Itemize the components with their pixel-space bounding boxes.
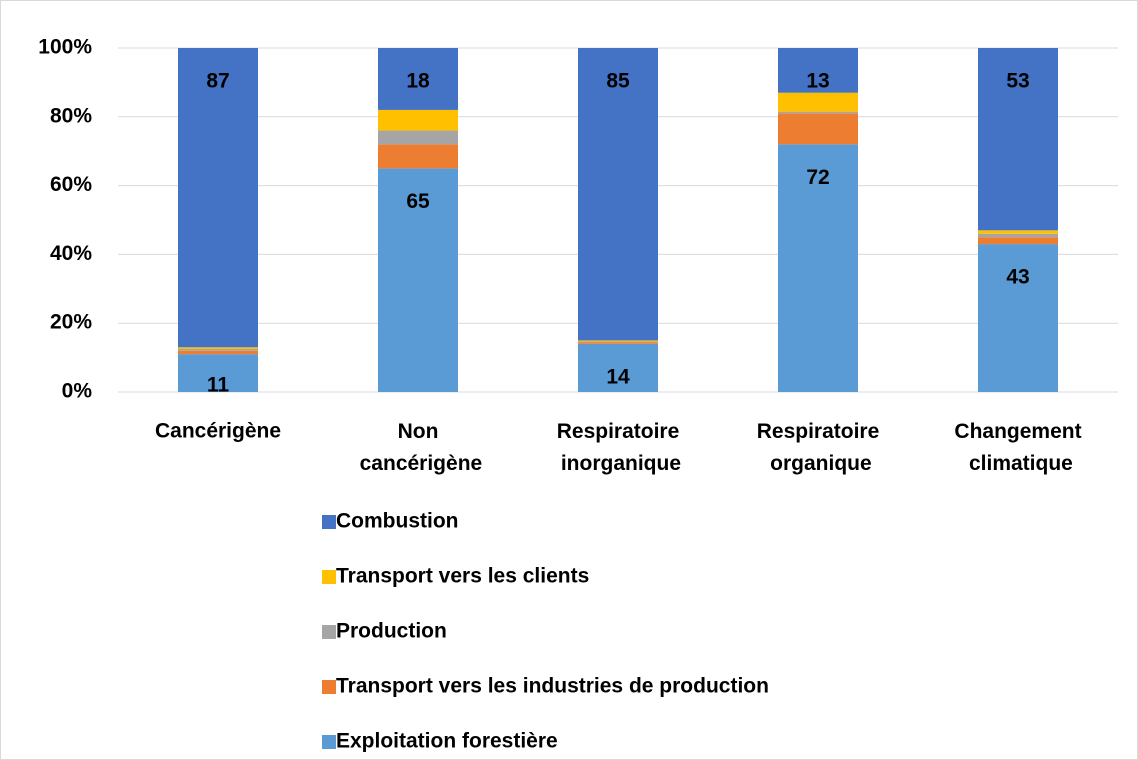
data-label: 53	[1006, 70, 1029, 93]
data-label: 72	[806, 166, 829, 189]
data-label: 43	[1006, 266, 1029, 289]
bar-segment	[178, 48, 258, 348]
x-tick-label-line: cancérigène	[354, 452, 482, 475]
bar-segment	[778, 111, 858, 114]
legend-swatch	[322, 735, 336, 749]
bar-segment	[178, 350, 258, 355]
bar-segment	[178, 347, 258, 349]
legend-label: Production	[336, 620, 447, 643]
y-tick-label: 100%	[38, 36, 92, 59]
bar-segment	[378, 130, 458, 145]
y-tick-label: 20%	[50, 311, 92, 334]
x-tick-label-line: organique	[764, 452, 871, 475]
bar-segment	[378, 144, 458, 169]
y-tick-label: 40%	[50, 242, 92, 265]
legend-swatch	[322, 625, 336, 639]
legend-swatch	[322, 680, 336, 694]
y-tick-label: 60%	[50, 173, 92, 196]
data-label: 85	[606, 70, 630, 93]
bar-segment	[178, 349, 258, 351]
bar-segment	[178, 354, 258, 392]
legend-swatch	[322, 570, 336, 584]
bar-segment	[578, 343, 658, 392]
bar-segment	[378, 48, 458, 110]
data-label: 65	[406, 190, 430, 213]
bar-segment	[778, 48, 858, 93]
bar-segment	[978, 244, 1058, 392]
x-tick-label: Cancérigène	[155, 420, 281, 443]
bar-segment	[978, 237, 1058, 245]
bar-segment	[778, 92, 858, 112]
x-tick-label: Non cancérigène	[354, 420, 482, 475]
legend-label: Exploitation forestière	[336, 730, 558, 753]
x-tick-label: Changement climatique	[954, 420, 1081, 475]
bar-segment	[978, 233, 1058, 238]
legend-label: Transport vers les industries de product…	[336, 675, 769, 698]
legend-label: Transport vers les clients	[336, 565, 589, 588]
x-tick-label: Respiratoire inorganique	[555, 420, 681, 475]
x-tick-label-line: Changement	[954, 420, 1081, 443]
data-label: 87	[206, 70, 229, 93]
y-tick-label: 0%	[62, 380, 93, 403]
data-label: 14	[606, 365, 630, 388]
bar-segment	[978, 230, 1058, 234]
data-label: 18	[406, 70, 430, 93]
bar-segment	[778, 113, 858, 145]
data-label: 13	[806, 70, 829, 93]
x-tick-label-line: climatique	[963, 452, 1073, 475]
legend-label: Combustion	[336, 510, 458, 533]
bar-segment	[378, 168, 458, 392]
x-tick-label: Respiratoire organique	[757, 420, 880, 475]
bar-segment	[778, 144, 858, 392]
bar-segment	[978, 48, 1058, 231]
x-tick-label-line: Respiratoire	[757, 420, 880, 443]
legend-swatch	[322, 515, 336, 529]
x-tick-label-line: Respiratoire	[557, 420, 680, 443]
x-tick-label-line: inorganique	[555, 452, 681, 475]
bar-segment	[378, 109, 458, 131]
x-tick-label-line: Non	[398, 420, 439, 443]
bar-segment	[578, 48, 658, 341]
data-label: 11	[207, 374, 230, 397]
bar-segment	[578, 340, 658, 342]
y-tick-label: 80%	[50, 104, 92, 127]
bar-segment	[578, 341, 658, 343]
bar-segment	[578, 342, 658, 344]
